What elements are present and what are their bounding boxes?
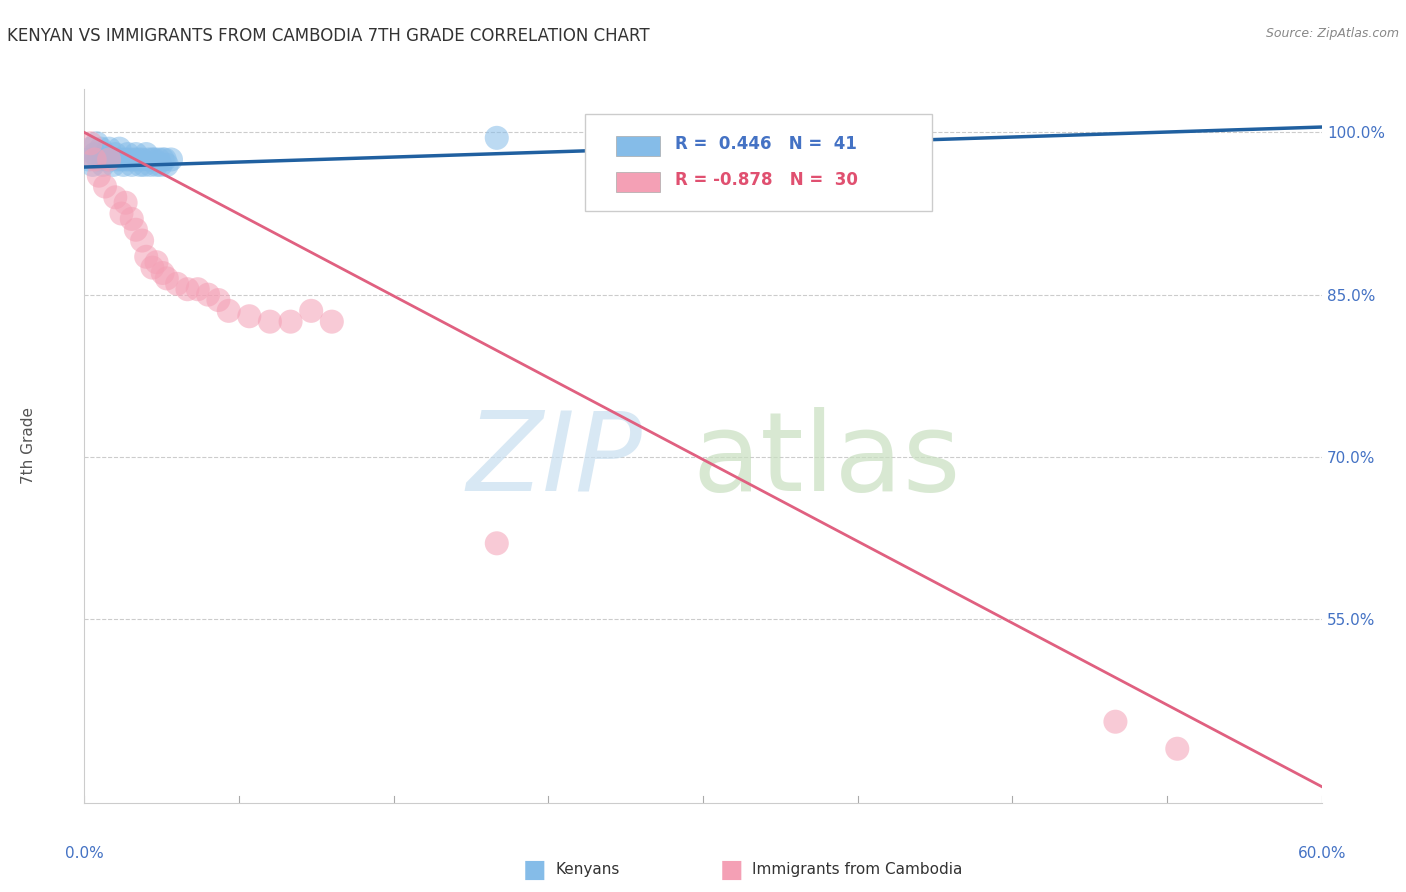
FancyBboxPatch shape: [616, 136, 659, 156]
Point: [485, 536, 508, 550]
Point: [131, 153, 153, 167]
Point: [136, 153, 159, 167]
Point: [160, 153, 183, 167]
Text: atlas: atlas: [693, 407, 960, 514]
Point: [98, 142, 121, 156]
Point: [1104, 714, 1126, 729]
Point: [152, 266, 174, 280]
Point: [100, 153, 122, 167]
FancyBboxPatch shape: [616, 172, 659, 192]
Point: [156, 271, 179, 285]
Point: [197, 287, 219, 301]
Text: R =  0.446   N =  41: R = 0.446 N = 41: [675, 136, 856, 153]
Point: [125, 147, 148, 161]
Point: [148, 153, 170, 167]
Point: [135, 250, 157, 264]
Point: [207, 293, 229, 307]
Point: [156, 158, 179, 172]
Point: [90, 142, 112, 156]
Text: ZIP: ZIP: [467, 407, 643, 514]
Text: Immigrants from Cambodia: Immigrants from Cambodia: [752, 863, 963, 877]
Point: [218, 303, 240, 318]
Point: [82, 158, 104, 172]
Point: [83, 147, 105, 161]
Point: [125, 223, 148, 237]
Point: [104, 190, 127, 204]
Text: ■: ■: [720, 858, 742, 881]
Point: [187, 282, 209, 296]
Text: 60.0%: 60.0%: [1298, 846, 1346, 861]
Point: [87, 169, 110, 183]
Point: [87, 153, 110, 167]
Point: [127, 153, 149, 167]
Point: [83, 153, 105, 167]
Point: [86, 136, 108, 151]
Point: [118, 153, 141, 167]
Text: 0.0%: 0.0%: [65, 846, 104, 861]
Point: [321, 315, 343, 329]
Point: [108, 142, 131, 156]
Point: [176, 282, 198, 296]
Point: [79, 136, 101, 151]
Point: [91, 158, 114, 172]
Point: [105, 153, 128, 167]
Text: R = -0.878   N =  30: R = -0.878 N = 30: [675, 171, 858, 189]
Point: [153, 153, 176, 167]
Point: [135, 147, 157, 161]
Point: [145, 158, 167, 172]
Point: [134, 158, 156, 172]
Point: [1166, 741, 1188, 756]
Text: ■: ■: [523, 858, 546, 881]
Text: 7th Grade: 7th Grade: [21, 408, 37, 484]
Point: [110, 153, 132, 167]
Point: [79, 142, 101, 156]
Point: [96, 153, 118, 167]
Point: [299, 303, 322, 318]
Point: [131, 234, 153, 248]
Text: Kenyans: Kenyans: [555, 863, 620, 877]
Point: [98, 153, 121, 167]
Point: [238, 310, 260, 324]
Point: [152, 153, 174, 167]
Point: [166, 277, 188, 291]
Point: [94, 179, 117, 194]
Point: [143, 153, 166, 167]
Point: [259, 315, 281, 329]
Point: [77, 153, 100, 167]
Point: [129, 158, 152, 172]
Point: [117, 147, 139, 161]
Point: [114, 153, 136, 167]
Point: [114, 195, 136, 210]
FancyBboxPatch shape: [585, 114, 932, 211]
Point: [149, 158, 172, 172]
Point: [485, 131, 508, 145]
Text: Source: ZipAtlas.com: Source: ZipAtlas.com: [1265, 27, 1399, 40]
Point: [280, 315, 302, 329]
Point: [103, 158, 125, 172]
Point: [110, 206, 132, 220]
Point: [121, 211, 143, 226]
Point: [141, 260, 163, 275]
Point: [104, 147, 127, 161]
Point: [139, 158, 162, 172]
Point: [121, 158, 143, 172]
Point: [94, 147, 117, 161]
Point: [112, 158, 135, 172]
Point: [145, 255, 167, 269]
Point: [141, 153, 163, 167]
Point: [122, 153, 145, 167]
Text: KENYAN VS IMMIGRANTS FROM CAMBODIA 7TH GRADE CORRELATION CHART: KENYAN VS IMMIGRANTS FROM CAMBODIA 7TH G…: [7, 27, 650, 45]
